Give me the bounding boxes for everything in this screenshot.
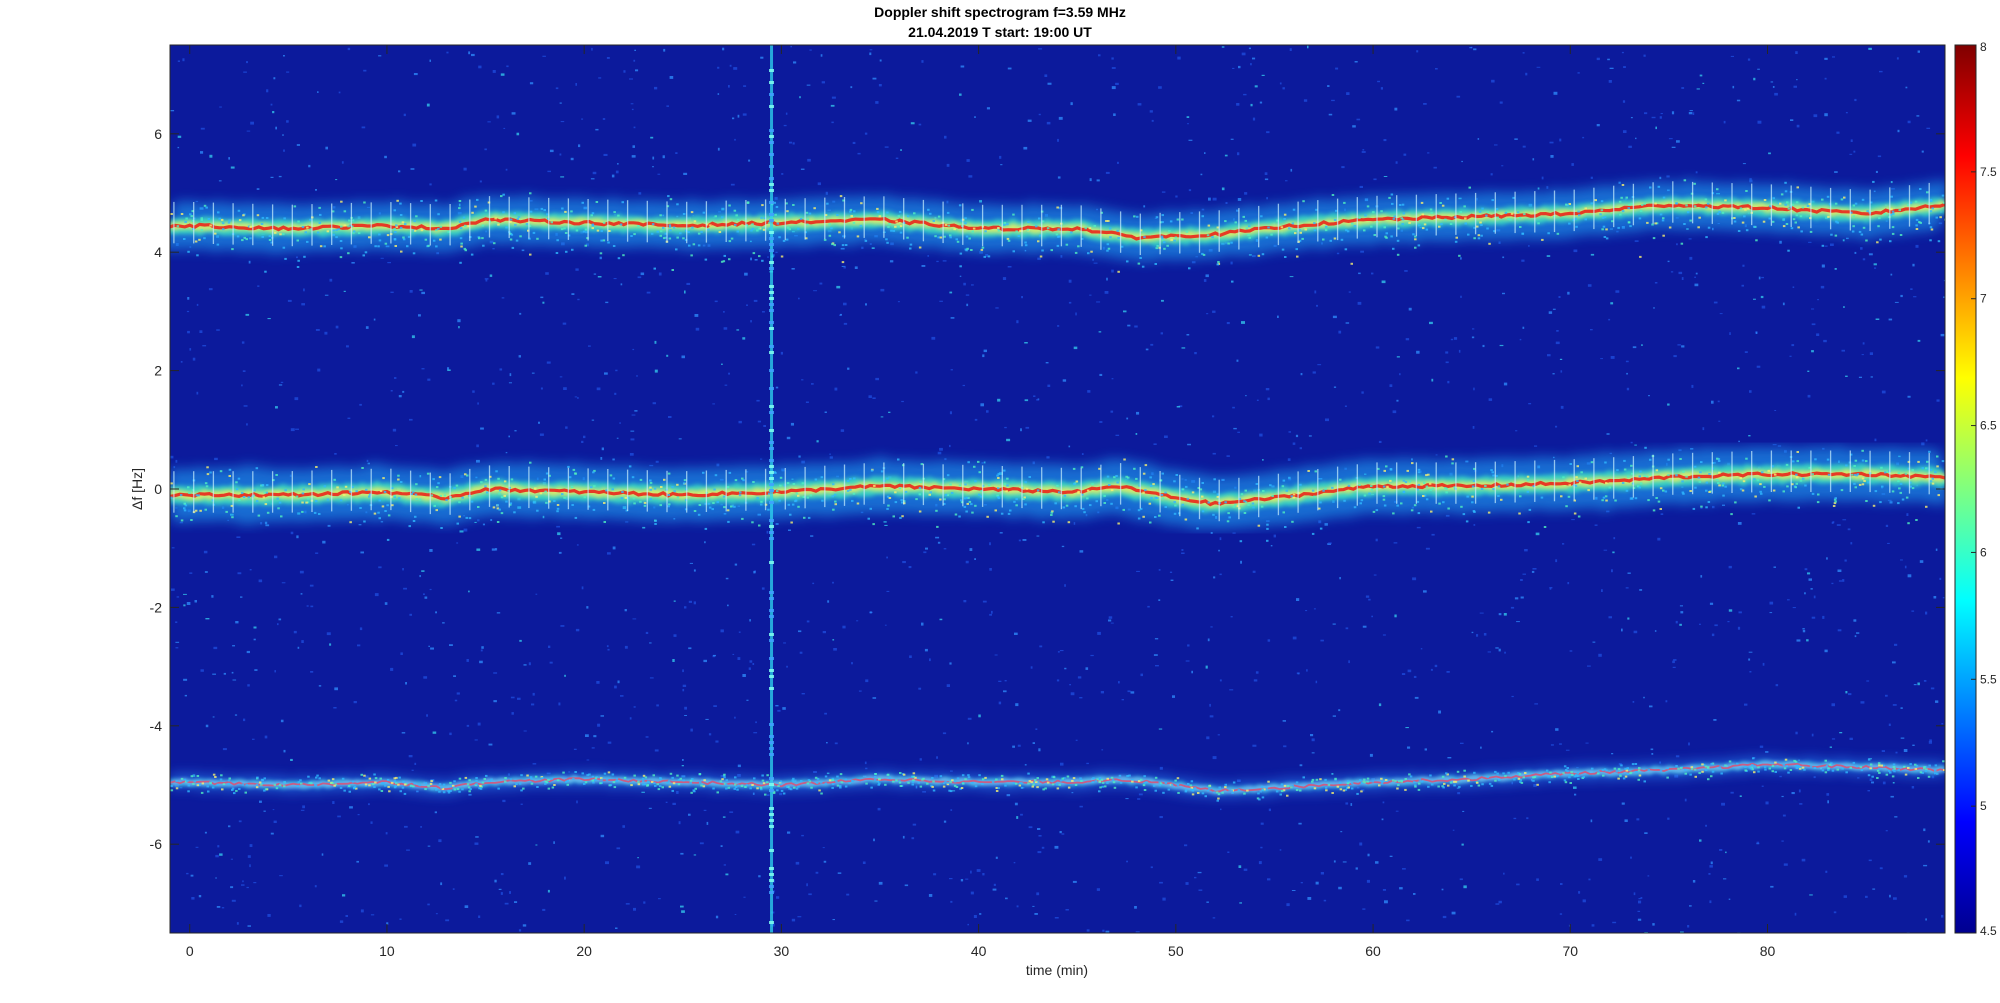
colorbar-gradient [1954,44,1977,934]
x-tick-label: 20 [576,943,592,959]
colorbar-tick-label: 6.5 [1980,419,1997,433]
x-tick-label: 30 [774,943,790,959]
colorbar-tick-label: 5 [1980,799,1987,813]
colorbar-tick-label: 5.5 [1980,672,1997,686]
trace-speckles [170,179,1945,283]
trace-line [170,471,1945,507]
colorbar-tick-label: 8 [1980,40,1987,54]
doppler-trace-3 [170,755,1945,802]
y-tick-label: 6 [154,126,162,142]
y-tick-label: -6 [150,836,163,852]
trace-artifacts [173,181,1930,255]
y-tick-label: -2 [150,599,163,615]
trace-artifacts [173,450,1930,522]
trace-speckles [170,446,1945,543]
interference-line [769,45,774,933]
colorbar-tick-label: 4.5 [1980,924,1997,938]
y-axis: -6 -4 -2 0 2 4 6 [150,126,1945,852]
colorbar-tick-label: 7 [1980,292,1987,306]
x-axis-label: time (min) [1026,962,1088,978]
colorbar-tick-label: 7.5 [1980,165,1997,179]
doppler-trace-1 [170,178,1945,283]
y-tick-label: 0 [154,481,162,497]
trace-speckles [170,757,1945,802]
colorbar-tick-label: 6 [1980,545,1987,559]
chart-subtitle: 21.04.2019 T start: 19:00 UT [908,24,1092,40]
colorbar: 4.5 5 5.5 6 6.5 7 7.5 8 [1954,40,1997,938]
x-tick-label: 50 [1168,943,1184,959]
x-tick-label: 80 [1760,943,1776,959]
y-axis-label: Δf [Hz] [129,468,145,510]
doppler-trace-2 [170,445,1945,543]
x-tick-label: 70 [1562,943,1578,959]
x-tick-label: 40 [971,943,987,959]
y-tick-label: 4 [154,244,162,260]
x-tick-label: 10 [379,943,395,959]
trace-band [170,762,1945,794]
y-tick-label: -4 [150,718,163,734]
x-tick-label: 60 [1365,943,1381,959]
chart-title: Doppler shift spectrogram f=3.59 MHz [874,4,1126,20]
y-tick-label: 2 [154,363,162,379]
x-axis: 0 10 20 30 40 50 60 70 80 [186,45,1776,959]
x-tick-label: 0 [186,943,194,959]
